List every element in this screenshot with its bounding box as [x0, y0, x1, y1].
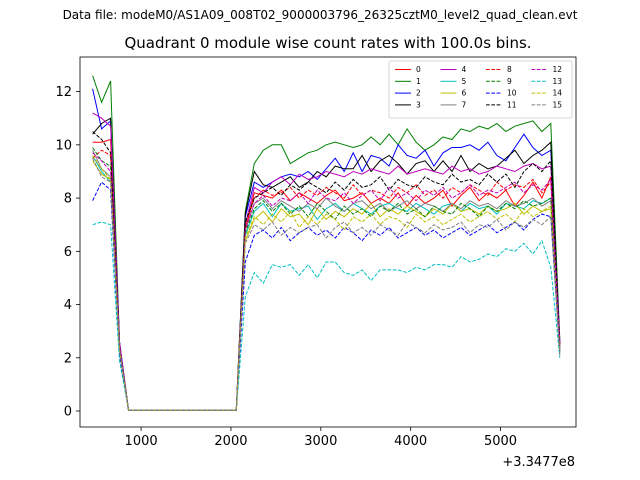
- legend-label-0: 0: [416, 65, 421, 74]
- axes-frame: [79, 56, 577, 428]
- chart-title: Quadrant 0 module wise count rates with …: [124, 34, 532, 52]
- y-tick-label: 0: [64, 405, 72, 420]
- series-line-7: [92, 149, 561, 411]
- x-tick-label: 3000: [304, 434, 337, 449]
- series-line-13: [92, 221, 561, 411]
- series-line-8: [92, 149, 561, 411]
- y-tick-label: 6: [64, 245, 72, 260]
- plot-area: [92, 75, 561, 411]
- legend-label-12: 12: [553, 65, 563, 74]
- y-tick-label: 12: [55, 85, 72, 100]
- figure-supertitle: Data file: modeM0/AS1A09_008T02_90000037…: [62, 8, 578, 22]
- y-tick-label: 2: [64, 351, 72, 366]
- series-line-15: [92, 157, 561, 411]
- legend-box: [388, 60, 573, 119]
- series-line-3: [92, 117, 561, 411]
- series-line-1: [92, 75, 561, 411]
- axes-border: [79, 56, 577, 428]
- legend-label-13: 13: [553, 77, 563, 86]
- series-line-11: [92, 131, 561, 411]
- legend-label-1: 1: [416, 77, 421, 86]
- series-line-0: [92, 138, 561, 411]
- series-line-14: [92, 155, 561, 411]
- x-axis: 1000 2000 3000 4000 5000: [125, 427, 517, 449]
- legend-label-7: 7: [462, 100, 467, 109]
- series-line-10: [92, 181, 561, 411]
- legend-label-10: 10: [507, 89, 517, 98]
- y-tick-label: 4: [64, 298, 72, 313]
- x-tick-label: 5000: [484, 434, 517, 449]
- legend-label-5: 5: [462, 77, 467, 86]
- legend-label-3: 3: [416, 100, 421, 109]
- legend-label-4: 4: [462, 65, 467, 74]
- y-tick-label: 10: [55, 138, 72, 153]
- x-tick-label: 4000: [394, 434, 427, 449]
- y-tick-label: 8: [64, 192, 72, 207]
- legend-label-8: 8: [507, 65, 512, 74]
- legend-label-6: 6: [462, 89, 467, 98]
- legend-label-14: 14: [553, 89, 563, 98]
- legend-label-15: 15: [553, 100, 563, 109]
- x-tick-label: 1000: [125, 434, 158, 449]
- legend-label-2: 2: [416, 89, 421, 98]
- y-axis: 0 2 4 6 8 10 12: [55, 85, 80, 420]
- series-line-2: [92, 88, 561, 411]
- legend-label-11: 11: [507, 100, 517, 109]
- series-line-12: [92, 152, 561, 411]
- x-axis-offset-label: +3.3477e8: [502, 455, 575, 470]
- legend-label-9: 9: [507, 77, 512, 86]
- x-tick-label: 2000: [214, 434, 247, 449]
